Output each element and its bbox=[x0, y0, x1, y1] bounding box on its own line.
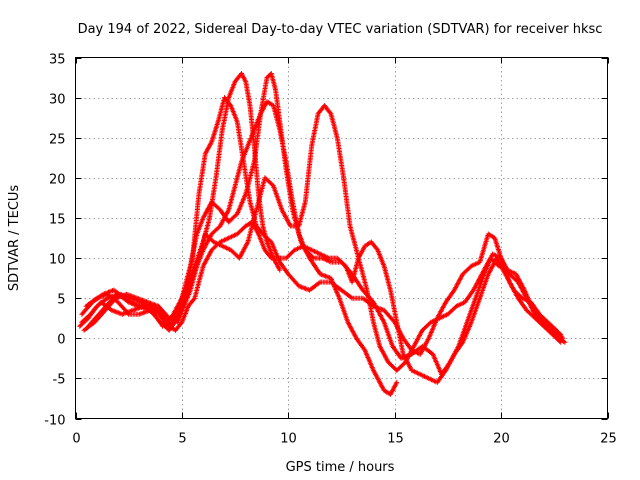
y-tick-label: -5 bbox=[53, 373, 66, 388]
y-tick-label: 15 bbox=[49, 213, 66, 228]
x-tick-label: 10 bbox=[280, 432, 297, 447]
y-axis-label: SDTVAR / TECUs bbox=[7, 185, 22, 292]
x-tick-label: 5 bbox=[178, 432, 186, 447]
x-tick-label: 20 bbox=[493, 432, 510, 447]
x-tick-label: 0 bbox=[72, 432, 80, 447]
grid-layer bbox=[75, 57, 608, 419]
tick-layer: 0 5 10 15 20 25 -10 -5 0 5 10 15 20 25 30 35 bbox=[44, 53, 617, 447]
y-tick-label: 30 bbox=[49, 93, 66, 108]
y-tick-label: 20 bbox=[49, 173, 66, 188]
data-series-marks bbox=[85, 219, 566, 385]
y-tick-label: 25 bbox=[49, 133, 66, 148]
y-tick-label: 35 bbox=[49, 53, 66, 68]
y-tick-label: 10 bbox=[49, 253, 66, 268]
plot-frame bbox=[75, 57, 608, 419]
chart-title: Day 194 of 2022, Sidereal Day-to-day VTE… bbox=[78, 22, 603, 37]
x-axis-label: GPS time / hours bbox=[286, 460, 395, 475]
y-tick-label: 0 bbox=[57, 333, 65, 348]
x-tick-label: 25 bbox=[600, 432, 617, 447]
data-series-5 bbox=[79, 103, 568, 373]
data-series-marks bbox=[79, 103, 568, 373]
data-series-6 bbox=[85, 219, 566, 385]
y-tick-label: 5 bbox=[57, 293, 65, 308]
data-layer bbox=[77, 71, 568, 397]
y-tick-label: -10 bbox=[44, 414, 65, 429]
x-tick-label: 15 bbox=[387, 432, 404, 447]
